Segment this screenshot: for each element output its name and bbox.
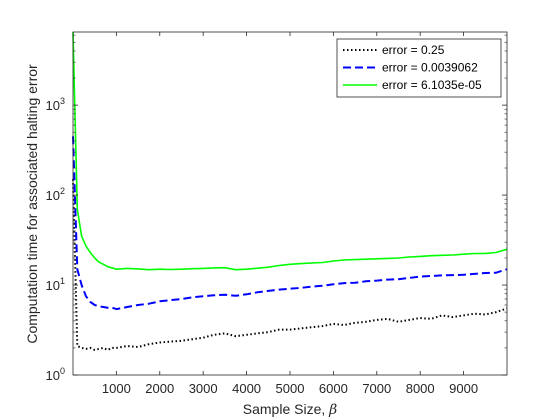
- y-tick-label-exp-2: 2: [60, 186, 65, 196]
- x-axis-label-text: Sample Size,: [243, 401, 329, 417]
- legend-label-2: error = 6.1035e-05: [382, 78, 482, 92]
- x-tick-label-4: 5000: [276, 381, 305, 396]
- legend-box: [336, 38, 502, 98]
- series-line-0: [72, 179, 508, 351]
- y-tick-label-exp-1: 1: [60, 276, 65, 286]
- axes-box: [72, 31, 508, 376]
- legend-label-0: error = 0.25: [382, 43, 445, 57]
- x-tick-label-1: 2000: [145, 381, 174, 396]
- y-tick-label-exp-0: 0: [60, 366, 65, 376]
- x-tick-label-7: 8000: [406, 381, 435, 396]
- y-tick-label-0: 100: [46, 366, 65, 383]
- y-tick-label-3: 103: [46, 96, 65, 113]
- y-tick-label-base-1: 10: [46, 278, 60, 293]
- y-tick-label-base-2: 10: [46, 188, 60, 203]
- y-tick-label-exp-3: 3: [60, 96, 65, 106]
- y-tick-label-2: 102: [46, 186, 65, 203]
- legend-label-1: error = 0.0039062: [382, 61, 478, 75]
- y-tick-label-base-0: 10: [46, 368, 60, 383]
- legend: error = 0.25 error = 0.0039062 error = 6.1…: [336, 38, 502, 98]
- x-tick-label-8: 9000: [449, 381, 478, 396]
- y-tick-label-base-3: 10: [46, 98, 60, 113]
- x-axis-label: Sample Size, β: [243, 401, 337, 418]
- x-tick-label-6: 7000: [362, 381, 391, 396]
- x-tick-label-0: 1000: [102, 381, 131, 396]
- x-tick-label-2: 3000: [189, 381, 218, 396]
- y-tick-label-1: 101: [46, 276, 65, 293]
- x-axis-label-symbol: β: [328, 402, 337, 418]
- x-tick-label-3: 4000: [232, 381, 261, 396]
- series-layer: [72, 31, 508, 351]
- series-line-1: [72, 136, 508, 311]
- x-tick-label-5: 6000: [319, 381, 348, 396]
- x-axis-ticks: 1000 2000 3000 4000 5000 6000 7000 8000 9000: [102, 32, 478, 396]
- y-axis-label: Computation time for associated halting …: [24, 64, 40, 344]
- series-line-2: [72, 31, 508, 271]
